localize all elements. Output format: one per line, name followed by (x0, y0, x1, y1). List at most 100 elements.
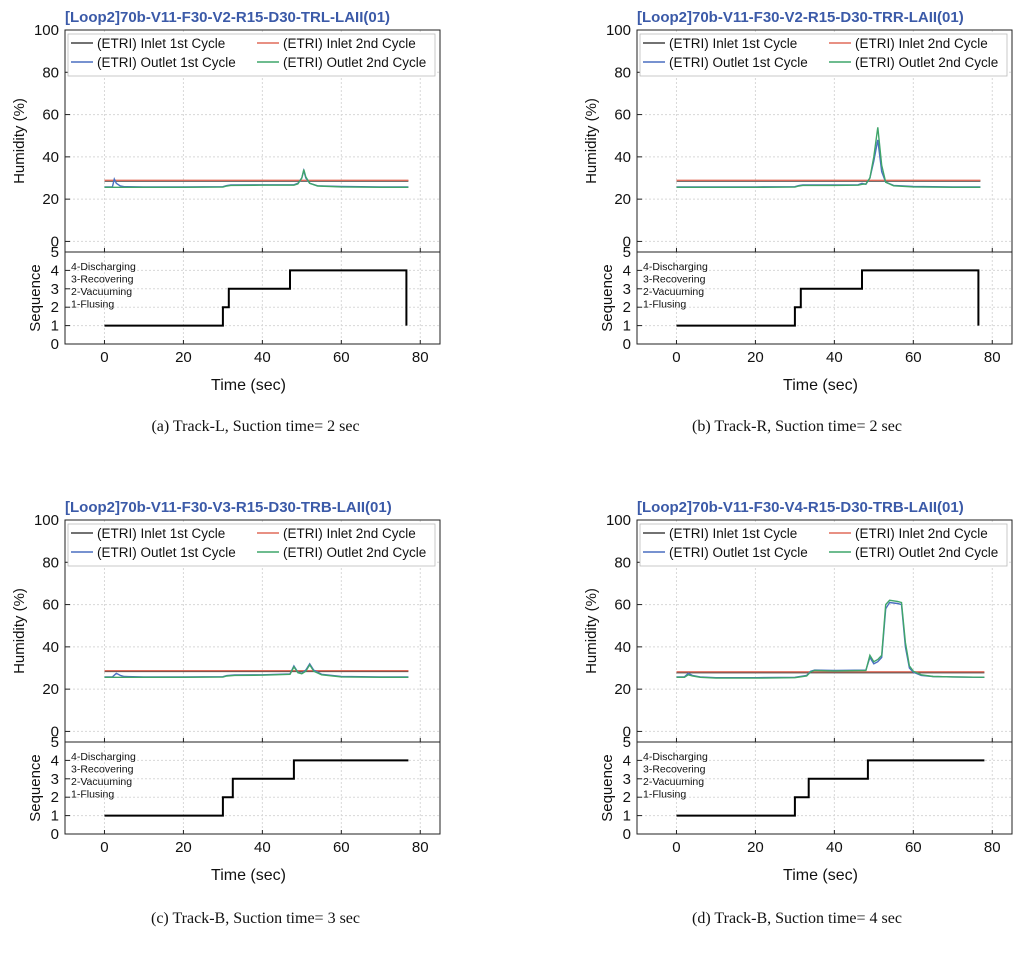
sequence-plot-frame (64, 251, 441, 345)
chart-a: [Loop2]70b-V11-F30-V2-R15-D30-TRL-LAII(0… (11, 9, 441, 394)
stage-label: 2-Vacuuming (643, 776, 704, 788)
y-tick-label: 60 (42, 597, 59, 614)
x-tick-label: 40 (826, 349, 843, 366)
x-axis-label: Time (sec) (211, 377, 286, 394)
y-axis-label: Sequence (27, 264, 44, 332)
legend-label: (ETRI) Outlet 1st Cycle (669, 545, 808, 560)
x-tick-label: 20 (747, 349, 764, 366)
figure: [Loop2]70b-V11-F30-V2-R15-D30-TRL-LAII(0… (0, 0, 1013, 927)
x-tick-label: 80 (984, 349, 1001, 366)
x-axis-label: Time (sec) (211, 867, 286, 884)
y-tick-label: 40 (42, 639, 59, 656)
caption-b: (b) Track-R, Suction time= 2 sec (692, 418, 902, 435)
y-tick-label: 100 (34, 512, 59, 529)
stage-label: 2-Vacuuming (643, 286, 704, 298)
series-line-3 (104, 167, 409, 188)
legend-label: (ETRI) Inlet 1st Cycle (669, 36, 797, 51)
x-axis-label: Time (sec) (783, 867, 858, 884)
sequence-line (676, 269, 980, 327)
series-line-3 (676, 601, 985, 679)
sequence-line (104, 759, 409, 817)
y-tick-label: 4 (623, 262, 631, 279)
x-tick-label: 80 (984, 839, 1001, 856)
x-tick-label: 40 (254, 839, 271, 856)
x-tick-label: 80 (412, 839, 429, 856)
sequence-line (676, 759, 985, 817)
y-axis-label: Sequence (599, 754, 616, 822)
sequence-line (104, 269, 408, 327)
legend-label: (ETRI) Outlet 2nd Cycle (855, 55, 998, 70)
legend-label: (ETRI) Outlet 1st Cycle (97, 545, 236, 560)
series-line-4 (104, 663, 409, 679)
legend-box (67, 523, 436, 567)
y-tick-label: 4 (623, 752, 631, 769)
legend-box (639, 33, 1008, 77)
legend-label: (ETRI) Outlet 1st Cycle (97, 55, 236, 70)
series-line-4 (104, 169, 409, 189)
stage-label: 1-Flusing (71, 299, 114, 311)
legend-label: (ETRI) Inlet 1st Cycle (97, 36, 225, 51)
y-tick-label: 2 (51, 789, 59, 806)
sequence-plot-frame (636, 741, 1013, 835)
y-tick-label: 60 (614, 597, 631, 614)
panel-a: [Loop2]70b-V11-F30-V2-R15-D30-TRL-LAII(0… (0, 0, 511, 469)
y-tick-label: 60 (42, 107, 59, 124)
legend-label: (ETRI) Outlet 2nd Cycle (283, 545, 426, 560)
legend-label: (ETRI) Outlet 2nd Cycle (283, 55, 426, 70)
y-axis-label: Humidity (%) (583, 98, 600, 184)
y-tick-label: 3 (51, 771, 59, 788)
y-tick-label: 20 (42, 681, 59, 698)
y-tick-label: 1 (51, 808, 59, 825)
y-tick-label: 4 (51, 752, 59, 769)
sequence-plot-frame (64, 741, 441, 835)
stage-label: 1-Flusing (643, 299, 686, 311)
panel-c: [Loop2]70b-V11-F30-V3-R15-D30-TRB-LAII(0… (0, 490, 511, 959)
y-tick-label: 2 (623, 789, 631, 806)
y-tick-label: 0 (623, 233, 631, 250)
y-axis-label: Sequence (599, 264, 616, 332)
legend-box (639, 523, 1008, 567)
y-axis-label: Humidity (%) (11, 98, 28, 184)
y-tick-label: 80 (42, 554, 59, 571)
y-tick-label: 20 (614, 191, 631, 208)
y-tick-label: 40 (42, 149, 59, 166)
stage-label: 4-Discharging (71, 261, 136, 273)
y-tick-label: 40 (614, 149, 631, 166)
y-tick-label: 2 (623, 299, 631, 316)
x-tick-label: 20 (747, 839, 764, 856)
x-tick-label: 60 (905, 349, 922, 366)
y-tick-label: 2 (51, 299, 59, 316)
y-axis-label: Sequence (27, 754, 44, 822)
chart-title: [Loop2]70b-V11-F30-V2-R15-D30-TRR-LAII(0… (637, 9, 964, 26)
y-tick-label: 100 (34, 22, 59, 39)
legend-label: (ETRI) Outlet 2nd Cycle (855, 545, 998, 560)
y-tick-label: 0 (51, 233, 59, 250)
panel-d: [Loop2]70b-V11-F30-V4-R15-D30-TRB-LAII(0… (572, 490, 1022, 959)
y-tick-label: 80 (42, 64, 59, 81)
y-axis-label: Humidity (%) (11, 588, 28, 674)
y-tick-label: 1 (623, 808, 631, 825)
stage-label: 4-Discharging (643, 261, 708, 273)
y-tick-label: 3 (51, 281, 59, 298)
caption-d: (d) Track-B, Suction time= 4 sec (692, 910, 902, 927)
x-tick-label: 0 (672, 349, 680, 366)
y-tick-label: 5 (51, 734, 59, 751)
x-tick-label: 40 (826, 839, 843, 856)
x-axis-label: Time (sec) (783, 377, 858, 394)
legend-label: (ETRI) Outlet 1st Cycle (669, 55, 808, 70)
stage-label: 3-Recovering (71, 274, 134, 286)
stage-label: 4-Discharging (643, 751, 708, 763)
y-tick-label: 1 (623, 318, 631, 335)
y-tick-label: 100 (606, 22, 631, 39)
x-tick-label: 80 (412, 349, 429, 366)
y-tick-label: 5 (623, 244, 631, 261)
series-line-4 (676, 599, 985, 679)
y-tick-label: 20 (42, 191, 59, 208)
y-tick-label: 5 (51, 244, 59, 261)
y-tick-label: 3 (623, 771, 631, 788)
legend-label: (ETRI) Inlet 1st Cycle (97, 526, 225, 541)
series-line-4 (676, 127, 981, 189)
chart-c: [Loop2]70b-V11-F30-V3-R15-D30-TRB-LAII(0… (11, 499, 441, 884)
stage-label: 2-Vacuuming (71, 776, 132, 788)
chart-b: [Loop2]70b-V11-F30-V2-R15-D30-TRR-LAII(0… (583, 9, 1013, 394)
